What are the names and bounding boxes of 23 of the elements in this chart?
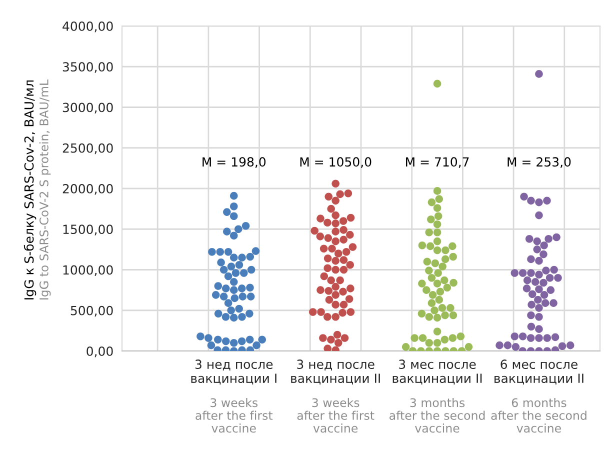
- annotation: M = 198,0: [202, 157, 266, 168]
- annotation: M = 1050,0: [300, 157, 372, 168]
- x-tick-label: 3 нед после вакцинации II: [291, 360, 380, 385]
- y-tick-label: 500,00: [70, 306, 113, 317]
- y-tick-label: 0,00: [86, 346, 113, 358]
- y-tick-label: 4000,00: [62, 21, 113, 32]
- y-tick-label: 1000,00: [63, 265, 113, 276]
- x-tick-label: 3 нед после вакцинации I: [191, 360, 276, 385]
- y-axis-title: IgG к S-белку SARS-Cov-2, BAU/мл: [24, 80, 36, 300]
- y-tick-label: 2000,00: [62, 184, 113, 195]
- y-tick-label: 3500,00: [62, 62, 113, 73]
- annotation: M = 253,0: [508, 157, 571, 168]
- text: 3 months after the second vaccine: [390, 398, 485, 433]
- x-tick-label: 3 мес после вакцинации II: [392, 360, 482, 385]
- y-tick-label: 1500,00: [63, 224, 113, 236]
- text: 3 weeks after the first vaccine: [297, 398, 374, 433]
- y-tick-label: 2500,00: [62, 143, 113, 154]
- y-tick-label: 3000,00: [62, 102, 113, 114]
- text: 3 weeks after the first vaccine: [196, 398, 273, 433]
- annotation: M = 710,7: [406, 157, 469, 168]
- text: 6 months after the second vaccine: [491, 398, 586, 433]
- text: IgG to SARS-CoV-2 S protein, BAU/mL: [39, 79, 51, 300]
- x-tick-label: 6 мес после вакцинации II: [494, 360, 584, 385]
